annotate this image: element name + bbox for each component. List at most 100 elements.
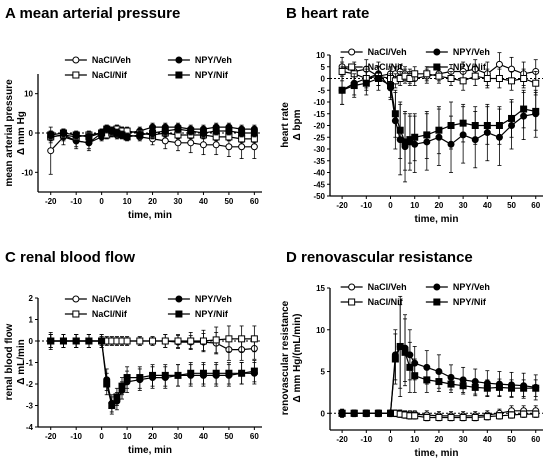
data-point	[250, 143, 258, 151]
data-point	[508, 114, 516, 122]
y-axis-label: Δ mm Hg	[16, 111, 27, 155]
x-tick-label: 50	[224, 197, 233, 206]
data-point	[532, 79, 540, 87]
data-point	[391, 110, 399, 118]
legend-entry: NPY/Nif	[425, 62, 487, 72]
y-tick-label: -4	[26, 423, 34, 432]
data-point	[406, 363, 414, 371]
y-axis-label: Δ mm Hg/(mL/min)	[292, 314, 303, 403]
data-point	[447, 122, 455, 129]
legend-entry: NPY/Nif	[167, 309, 229, 319]
data-point	[103, 380, 111, 388]
y-tick-label: -30	[313, 145, 325, 154]
data-point	[98, 129, 106, 137]
panel-title: B heart rate	[286, 5, 369, 22]
y-axis-label: Δ bpm	[292, 109, 303, 140]
legend-label: NPY/Nif	[195, 70, 229, 80]
data-point	[532, 384, 540, 392]
data-point	[72, 131, 80, 139]
x-tick-label: 0	[99, 197, 104, 206]
x-tick-label: 20	[148, 197, 157, 206]
x-tick-label: 50	[507, 201, 516, 210]
data-point	[508, 77, 516, 85]
y-tick-label: 5	[321, 63, 326, 72]
y-axis-label: Δ mL/min	[16, 339, 27, 385]
data-point	[362, 79, 370, 87]
y-axis-label: mean arterial pressure	[4, 79, 15, 187]
legend-label: NPY/Veh	[195, 294, 232, 304]
x-axis-label: time, min	[128, 210, 172, 221]
legend-entry: NPY/Veh	[425, 282, 490, 292]
legend-marker	[348, 63, 356, 71]
legend-entry: NaCl/Veh	[340, 47, 407, 57]
legend-label: NPY/Nif	[453, 297, 487, 307]
y-tick-label: -1	[26, 359, 34, 368]
data-point	[459, 413, 467, 421]
legend-entry: NaCl/Veh	[64, 294, 131, 304]
legend-marker	[175, 295, 183, 303]
data-point	[250, 335, 258, 343]
data-point	[396, 126, 404, 134]
x-tick-label: 0	[388, 435, 393, 444]
data-point	[212, 336, 220, 344]
x-tick-label: -20	[45, 432, 57, 441]
data-point	[187, 337, 195, 345]
data-point	[212, 369, 220, 377]
x-tick-label: 50	[224, 432, 233, 441]
y-tick-label: 10	[316, 51, 325, 60]
data-point	[187, 369, 195, 377]
x-tick-label: 10	[410, 201, 419, 210]
data-point	[59, 337, 67, 345]
legend-marker	[348, 283, 356, 291]
data-point	[174, 371, 182, 379]
data-point	[174, 337, 182, 345]
series-npy-nif	[47, 334, 258, 415]
data-point	[161, 337, 169, 345]
x-tick-label: 30	[174, 197, 183, 206]
data-point	[136, 131, 144, 139]
data-point	[401, 348, 409, 356]
y-axis-label: renovascular resistance	[280, 300, 291, 415]
legend-marker	[175, 310, 183, 318]
data-point	[199, 141, 207, 149]
y-tick-label: -15	[313, 110, 325, 119]
data-point	[136, 337, 144, 345]
legend-marker	[72, 295, 80, 303]
panel-title: A mean arterial pressure	[5, 5, 180, 22]
data-point	[447, 413, 455, 421]
legend-label: NaCl/Nif	[368, 62, 404, 72]
legend-marker	[433, 63, 441, 71]
x-tick-label: 40	[483, 201, 492, 210]
data-point	[459, 77, 467, 85]
data-point	[225, 369, 233, 377]
x-axis-label: time, min	[415, 448, 459, 459]
data-point	[374, 409, 382, 417]
y-tick-label: 1	[29, 316, 34, 325]
data-point	[238, 143, 246, 151]
panel-A: A mean arterial pressure -10 0 10 -20 -10 0 10 2…	[4, 5, 262, 221]
legend-marker	[348, 48, 356, 56]
legend-entry: NaCl/Veh	[64, 55, 131, 65]
legend-marker	[433, 283, 441, 291]
legend-label: NaCl/Veh	[92, 55, 131, 65]
y-tick-label: -25	[313, 133, 325, 142]
data-point	[435, 413, 443, 421]
data-point	[423, 131, 431, 139]
x-tick-label: 40	[199, 197, 208, 206]
legend-entry: NPY/Veh	[167, 55, 232, 65]
data-point	[520, 384, 528, 392]
panel-title: D renovascular resistance	[286, 249, 473, 266]
legend-label: NaCl/Nif	[92, 309, 128, 319]
data-point	[495, 60, 503, 68]
y-tick-label: -3	[26, 402, 34, 411]
y-axis-label: renal blood flow	[4, 323, 15, 400]
data-point	[396, 342, 404, 350]
data-point	[225, 127, 233, 135]
x-tick-label: 30	[459, 201, 468, 210]
data-point	[85, 133, 93, 141]
data-point	[520, 410, 528, 418]
y-tick-label: 0	[321, 409, 326, 418]
data-point	[108, 402, 116, 409]
data-point	[47, 337, 55, 345]
